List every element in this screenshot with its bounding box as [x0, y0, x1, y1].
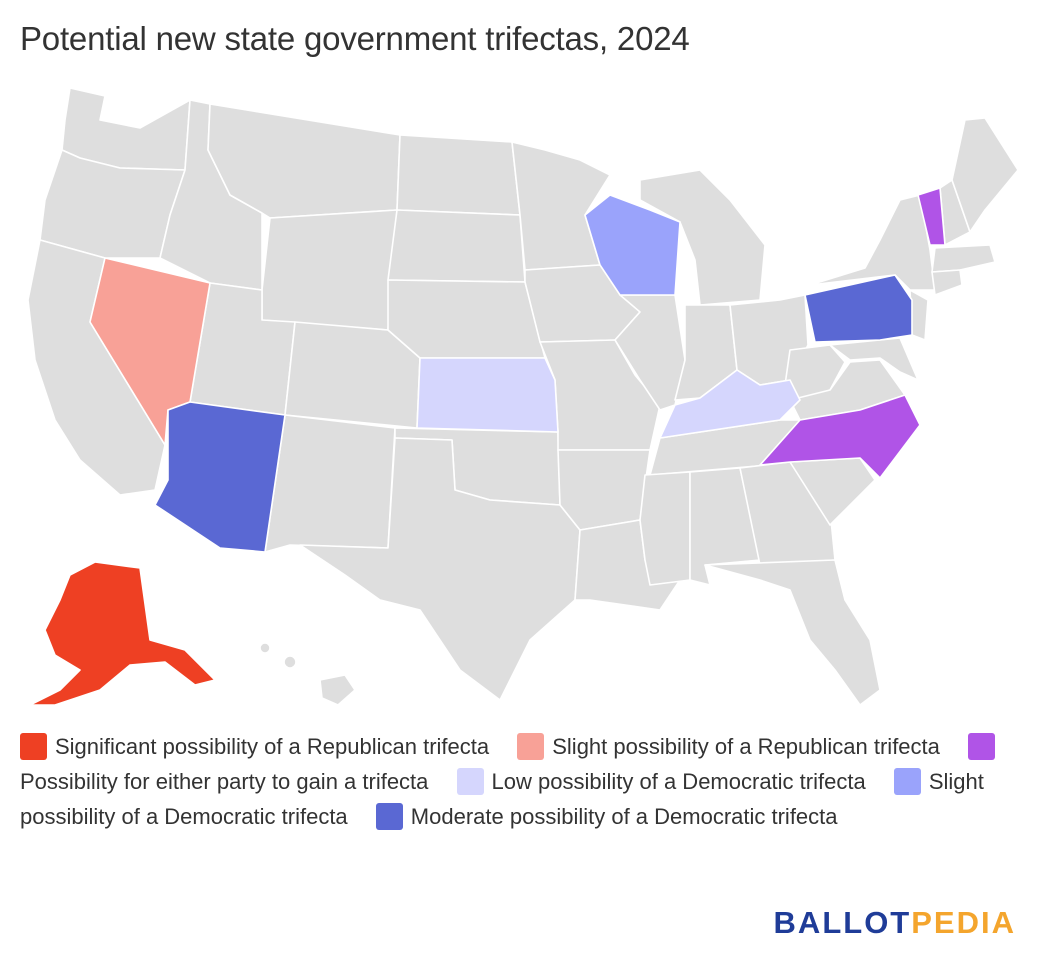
- state-arizona[interactable]: [154, 401, 286, 553]
- state-texas[interactable]: [299, 437, 581, 701]
- map-title: Potential new state government trifectas…: [20, 20, 690, 57]
- legend-item-either-party: Possibility for either party to gain a t…: [20, 733, 1003, 794]
- state-nebraska[interactable]: [387, 279, 546, 359]
- state-north-dakota[interactable]: [396, 134, 521, 216]
- state-south-dakota[interactable]: [387, 209, 526, 283]
- legend-swatch: [893, 768, 921, 795]
- state-maryland[interactable]: [829, 337, 919, 381]
- legend-swatch: [20, 733, 47, 760]
- legend-item-slight-democratic: Slight possibility of a Democratic trife…: [20, 768, 984, 829]
- logo-text-ballot: BALLOT: [773, 905, 912, 940]
- legend-label: Moderate possibility of a Democratic tri…: [410, 804, 838, 829]
- state-illinois[interactable]: [614, 294, 686, 411]
- legend-item-moderate-democratic: Moderate possibility of a Democratic tri…: [354, 803, 838, 830]
- us-states-map: [27, 87, 1019, 706]
- state-alaska[interactable]: [29, 561, 216, 706]
- legend-item-slight-republican: Slight possibility of a Republican trife…: [495, 733, 940, 760]
- state-new-mexico[interactable]: [264, 414, 396, 553]
- state-north-carolina[interactable]: [759, 394, 921, 479]
- legend-label: Low possibility of a Democratic trifecta: [491, 769, 866, 794]
- state-michigan[interactable]: [639, 169, 766, 306]
- state-connecticut[interactable]: [931, 269, 963, 296]
- legend-item-low-democratic: Low possibility of a Democratic trifecta: [435, 768, 866, 795]
- state-new-york[interactable]: [809, 194, 936, 291]
- legend-label: Significant possibility of a Republican …: [55, 734, 490, 759]
- legend-swatch: [517, 733, 545, 760]
- state-pennsylvania[interactable]: [804, 274, 913, 343]
- state-wisconsin[interactable]: [584, 194, 681, 296]
- state-hawaii[interactable]: [319, 674, 356, 706]
- legend-swatch: [456, 768, 484, 795]
- state-kansas[interactable]: [416, 357, 559, 433]
- state-wyoming[interactable]: [261, 209, 398, 331]
- state-vermont[interactable]: [917, 187, 946, 246]
- state-massachusetts[interactable]: [931, 244, 996, 273]
- state-hawaii-islands-2: [259, 642, 271, 654]
- state-kentucky[interactable]: [659, 369, 801, 439]
- legend-item-significant-republican: Significant possibility of a Republican …: [20, 733, 490, 760]
- legend-swatch: [375, 803, 403, 830]
- map-legend: Significant possibility of a Republican …: [20, 729, 1010, 834]
- legend-swatch: [968, 733, 996, 760]
- legend-label: Slight possibility of a Democratic trife…: [20, 769, 984, 829]
- ballotpedia-logo: BALLOTPEDIA: [774, 905, 1016, 941]
- state-maine[interactable]: [951, 117, 1019, 233]
- state-florida[interactable]: [704, 559, 881, 706]
- state-hawaii-islands: [283, 655, 297, 669]
- legend-label: Possibility for either party to gain a t…: [20, 769, 429, 794]
- logo-text-pedia: PEDIA: [911, 905, 1016, 940]
- state-arkansas[interactable]: [557, 449, 651, 531]
- state-mississippi[interactable]: [639, 471, 691, 586]
- legend-label: Slight possibility of a Republican trife…: [552, 734, 940, 759]
